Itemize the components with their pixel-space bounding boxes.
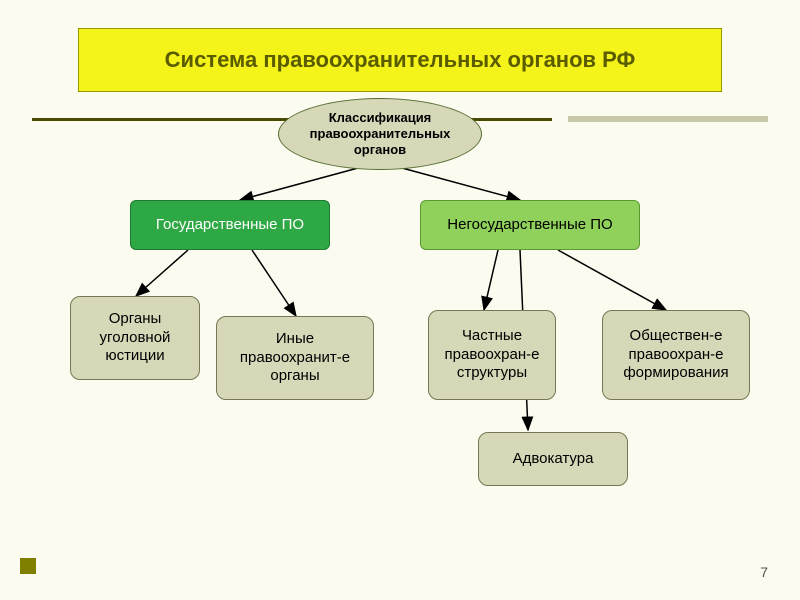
edge-4	[484, 250, 498, 310]
edge-0	[240, 168, 358, 200]
node-public: Обществен-е правоохран-е формирования	[602, 310, 750, 400]
edge-6	[558, 250, 666, 310]
node-nonstate: Негосударственные ПО	[420, 200, 640, 250]
edge-2	[136, 250, 188, 296]
divider-line-right	[568, 116, 768, 122]
node-root: Классификация правоохранительных органов	[278, 98, 482, 170]
title-banner: Система правоохранительных органов РФ	[78, 28, 722, 92]
node-state: Государственные ПО	[130, 200, 330, 250]
slide-title: Система правоохранительных органов РФ	[165, 47, 636, 73]
page-number: 7	[760, 564, 768, 580]
node-private: Частные правоохран-е структуры	[428, 310, 556, 400]
node-criminal: Органы уголовной юстиции	[70, 296, 200, 380]
node-advocacy: Адвокатура	[478, 432, 628, 486]
edge-3	[252, 250, 296, 316]
edge-1	[402, 168, 520, 200]
node-other: Иные правоохранит-е органы	[216, 316, 374, 400]
accent-square	[20, 558, 36, 574]
